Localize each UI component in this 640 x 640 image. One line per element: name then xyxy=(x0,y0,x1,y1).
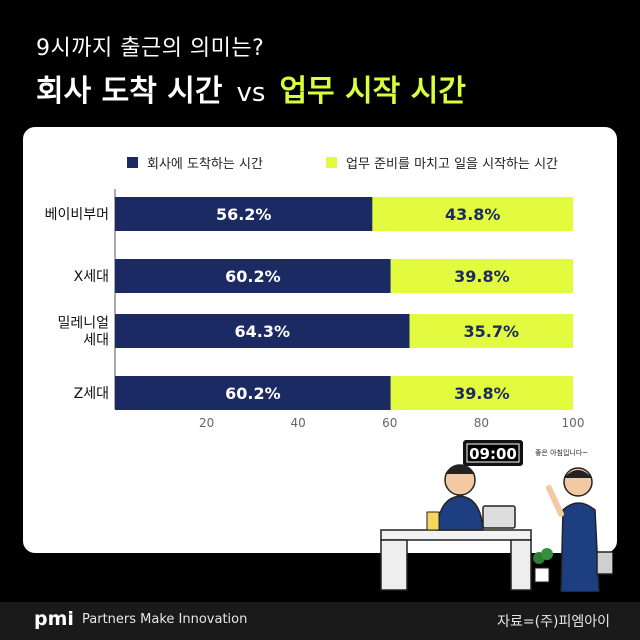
data-label: 60.2% xyxy=(225,384,281,403)
bar-segment xyxy=(115,197,373,231)
x-tick-label: 20 xyxy=(199,416,214,430)
category-label: 세대 xyxy=(83,333,109,349)
data-label: 60.2% xyxy=(225,267,281,286)
clock-time: 09:00 xyxy=(469,445,517,463)
x-tick-label: 80 xyxy=(474,416,489,430)
standing-person-body-icon xyxy=(560,502,600,592)
bar-segment xyxy=(115,376,391,410)
person-body-icon xyxy=(436,495,484,531)
bar-segment xyxy=(390,376,573,410)
bar-segment xyxy=(409,314,573,348)
x-tick-label: 100 xyxy=(562,416,585,430)
category-label: 베이비부머 xyxy=(45,207,109,223)
chart-card: 회사에 도착하는 시간 업무 준비를 마치고 일을 시작하는 시간 20 40 60… xyxy=(23,127,617,592)
plant-icon xyxy=(534,567,550,583)
speech-text: 좋은 아침입니다~ xyxy=(535,448,588,457)
laptop-icon xyxy=(482,505,516,529)
desk-icon xyxy=(380,529,532,541)
legend-swatch-lime xyxy=(326,157,337,168)
bar-segment xyxy=(115,259,391,293)
title-right: 업무 시작 시간 xyxy=(279,74,466,109)
data-label: 64.3% xyxy=(234,322,290,341)
page-title: 회사 도착 시간 vs 업무 시작 시간 xyxy=(36,66,466,110)
data-label: 43.8% xyxy=(445,205,501,224)
stacked-bar-chart: 20 40 60 80 100 56.2% 43.8% 베이비부머 60.2% 39.8% X세대 6… xyxy=(45,189,585,430)
pmi-logo: pmi xyxy=(34,608,74,630)
category-label: 밀레니얼 xyxy=(57,316,109,332)
data-label: 56.2% xyxy=(216,205,272,224)
data-label: 35.7% xyxy=(463,322,519,341)
office-illustration: 09:00 좋은 아침입니다~ xyxy=(380,440,613,592)
bar-segment xyxy=(390,259,573,293)
briefcase-icon xyxy=(596,551,613,575)
bar-segment xyxy=(115,314,410,348)
footer-tagline: Partners Make Innovation xyxy=(82,612,248,627)
bar-segment xyxy=(372,197,573,231)
subtitle: 9시까지 출근의 의미는? xyxy=(36,36,265,61)
footer: pmi Partners Make Innovation 자료=(주)피엠아이 xyxy=(0,602,640,640)
legend-label-work-start: 업무 준비를 마치고 일을 시작하는 시간 xyxy=(346,157,559,172)
data-label: 39.8% xyxy=(454,384,510,403)
data-label: 39.8% xyxy=(454,267,510,286)
legend-item-work-start: 업무 준비를 마치고 일을 시작하는 시간 xyxy=(326,153,558,172)
source-note: 자료=(주)피엠아이 xyxy=(497,614,610,630)
x-tick-label: 60 xyxy=(382,416,397,430)
category-label: X세대 xyxy=(74,269,109,285)
x-tick-label: 40 xyxy=(291,416,306,430)
category-label: Z세대 xyxy=(74,386,109,402)
legend-swatch-navy xyxy=(127,157,138,168)
legend-item-arrival: 회사에 도착하는 시간 xyxy=(127,153,263,172)
title-left: 회사 도착 시간 xyxy=(36,74,223,109)
legend-label-arrival: 회사에 도착하는 시간 xyxy=(147,157,263,172)
title-vs: vs xyxy=(236,78,266,108)
